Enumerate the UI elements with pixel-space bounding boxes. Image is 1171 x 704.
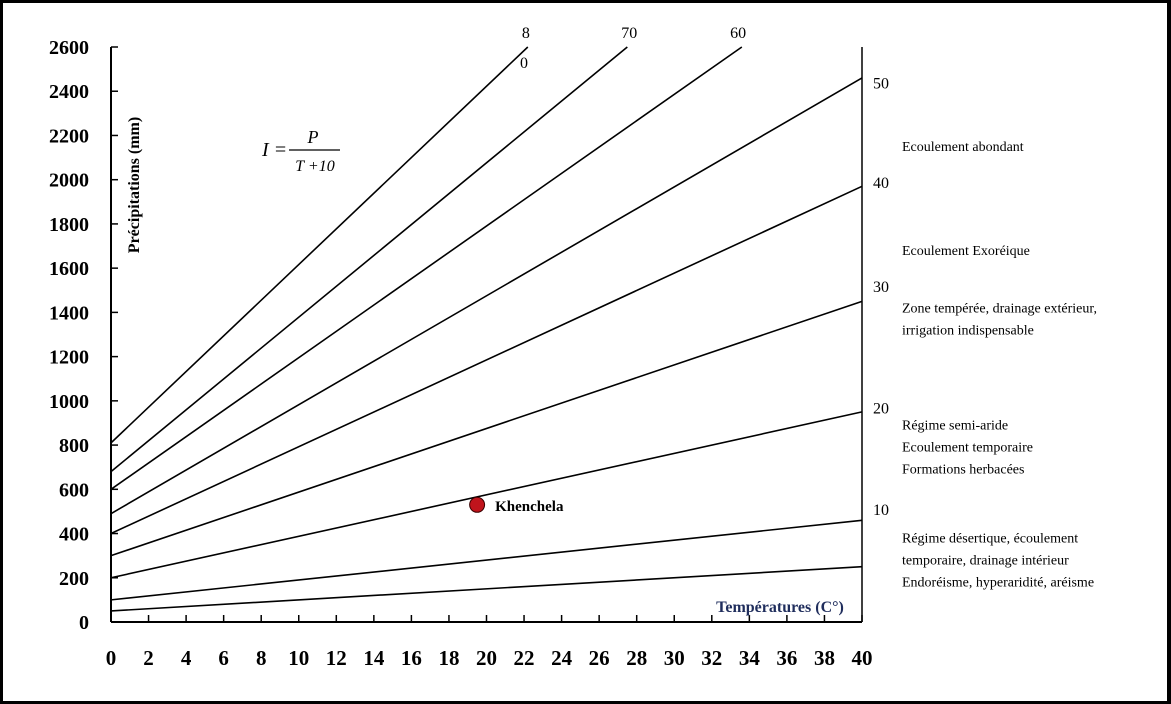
zone-description: Ecoulement Exoréique [902,244,1030,259]
zone-text-line: Ecoulement abondant [902,140,1024,155]
zone-description: Régime semi-aride Ecoulement temporaire Fo… [902,419,1033,478]
index-line-80 [110,46,529,444]
right-index-label: 10 [873,502,889,519]
y-tick-label: 1000 [49,391,89,413]
right-index-label: 20 [873,400,889,417]
x-tick-label: 10 [288,646,309,670]
x-tick-label: 22 [514,646,535,670]
labels-layer: Précipitations (mm) Températures (C°) 8 70 6… [126,25,1097,616]
y-tick-label: 200 [59,568,89,590]
x-tick-label: 6 [218,646,229,670]
data-point-khenchela [469,496,486,513]
series-layer [110,46,863,612]
data-point-label: Khenchela [495,499,564,515]
y-tick-label: 2600 [49,37,89,59]
zone-text-line: Endoréisme, hyperaridité, aréisme [902,575,1094,590]
zone-description: Zone tempérée, drainage extérieur, irriga… [902,301,1097,338]
index-line-40 [110,185,863,535]
index-line-70 [110,46,628,473]
y-tick-label: 2400 [49,81,89,103]
right-index-label: 50 [873,75,889,92]
top-index-label-extra: 0 [520,55,528,72]
x-tick-label: 40 [852,646,873,670]
index-line-30 [110,300,863,557]
formula-numerator: P [307,127,319,147]
x-tick-label: 34 [739,646,761,670]
y-tick-label: 1400 [49,302,89,324]
right-index-label: 40 [873,175,889,192]
y-tick-label: 1800 [49,214,89,236]
x-tick-label: 36 [776,646,797,670]
formula-lhs: I = [261,139,287,161]
x-tick-label: 0 [106,646,117,670]
formula: I = P T +10 [261,127,340,175]
x-tick-label: 8 [256,646,267,670]
zone-text-line: Régime semi-aride [902,419,1008,434]
right-index-label: 30 [873,279,889,296]
zone-text-line: Ecoulement Exoréique [902,244,1030,259]
index-line-20 [110,411,863,579]
axes: 0200400600800100012001400160018002000220… [49,37,873,670]
x-tick-label: 30 [664,646,685,670]
zone-text-line: irrigation indispensable [902,323,1034,338]
zone-text-line: Ecoulement temporaire [902,441,1033,456]
zone-description: Ecoulement abondant [902,140,1024,155]
y-tick-label: 600 [59,479,89,501]
x-tick-label: 12 [326,646,347,670]
x-tick-label: 26 [589,646,610,670]
y-tick-label: 1200 [49,347,89,369]
x-tick-label: 38 [814,646,835,670]
zone-text-line: Formations herbacées [902,463,1024,478]
y-tick-label: 800 [59,435,89,457]
top-index-label: 8 [522,25,530,42]
x-tick-label: 16 [401,646,422,670]
zone-text-line: Zone tempérée, drainage extérieur, [902,301,1097,316]
index-line-5 [110,565,863,612]
y-tick-label: 0 [79,612,89,634]
x-tick-label: 2 [143,646,154,670]
top-index-label: 70 [621,25,637,42]
y-tick-label: 2200 [49,125,89,147]
zone-text-line: Régime désertique, écoulement [902,531,1078,546]
x-tick-label: 4 [181,646,192,670]
formula-denominator: T +10 [295,158,334,175]
index-line-60 [110,46,743,490]
x-tick-label: 32 [701,646,722,670]
zone-text-line: temporaire, drainage intérieur [902,553,1069,568]
x-tick-label: 18 [438,646,459,670]
y-tick-label: 400 [59,524,89,546]
index-line-50 [110,77,863,515]
index-line-10 [110,519,863,601]
x-tick-label: 20 [476,646,497,670]
x-axis-label: Températures (C°) [716,599,844,616]
zone-description: Régime désertique, écoulement temporaire,… [902,531,1094,590]
x-tick-label: 24 [551,646,573,670]
y-tick-label: 2000 [49,170,89,192]
top-index-label: 60 [730,25,746,42]
x-tick-label: 14 [363,646,385,670]
y-axis-label: Précipitations (mm) [126,117,143,253]
x-tick-label: 28 [626,646,647,670]
y-tick-label: 1600 [49,258,89,280]
